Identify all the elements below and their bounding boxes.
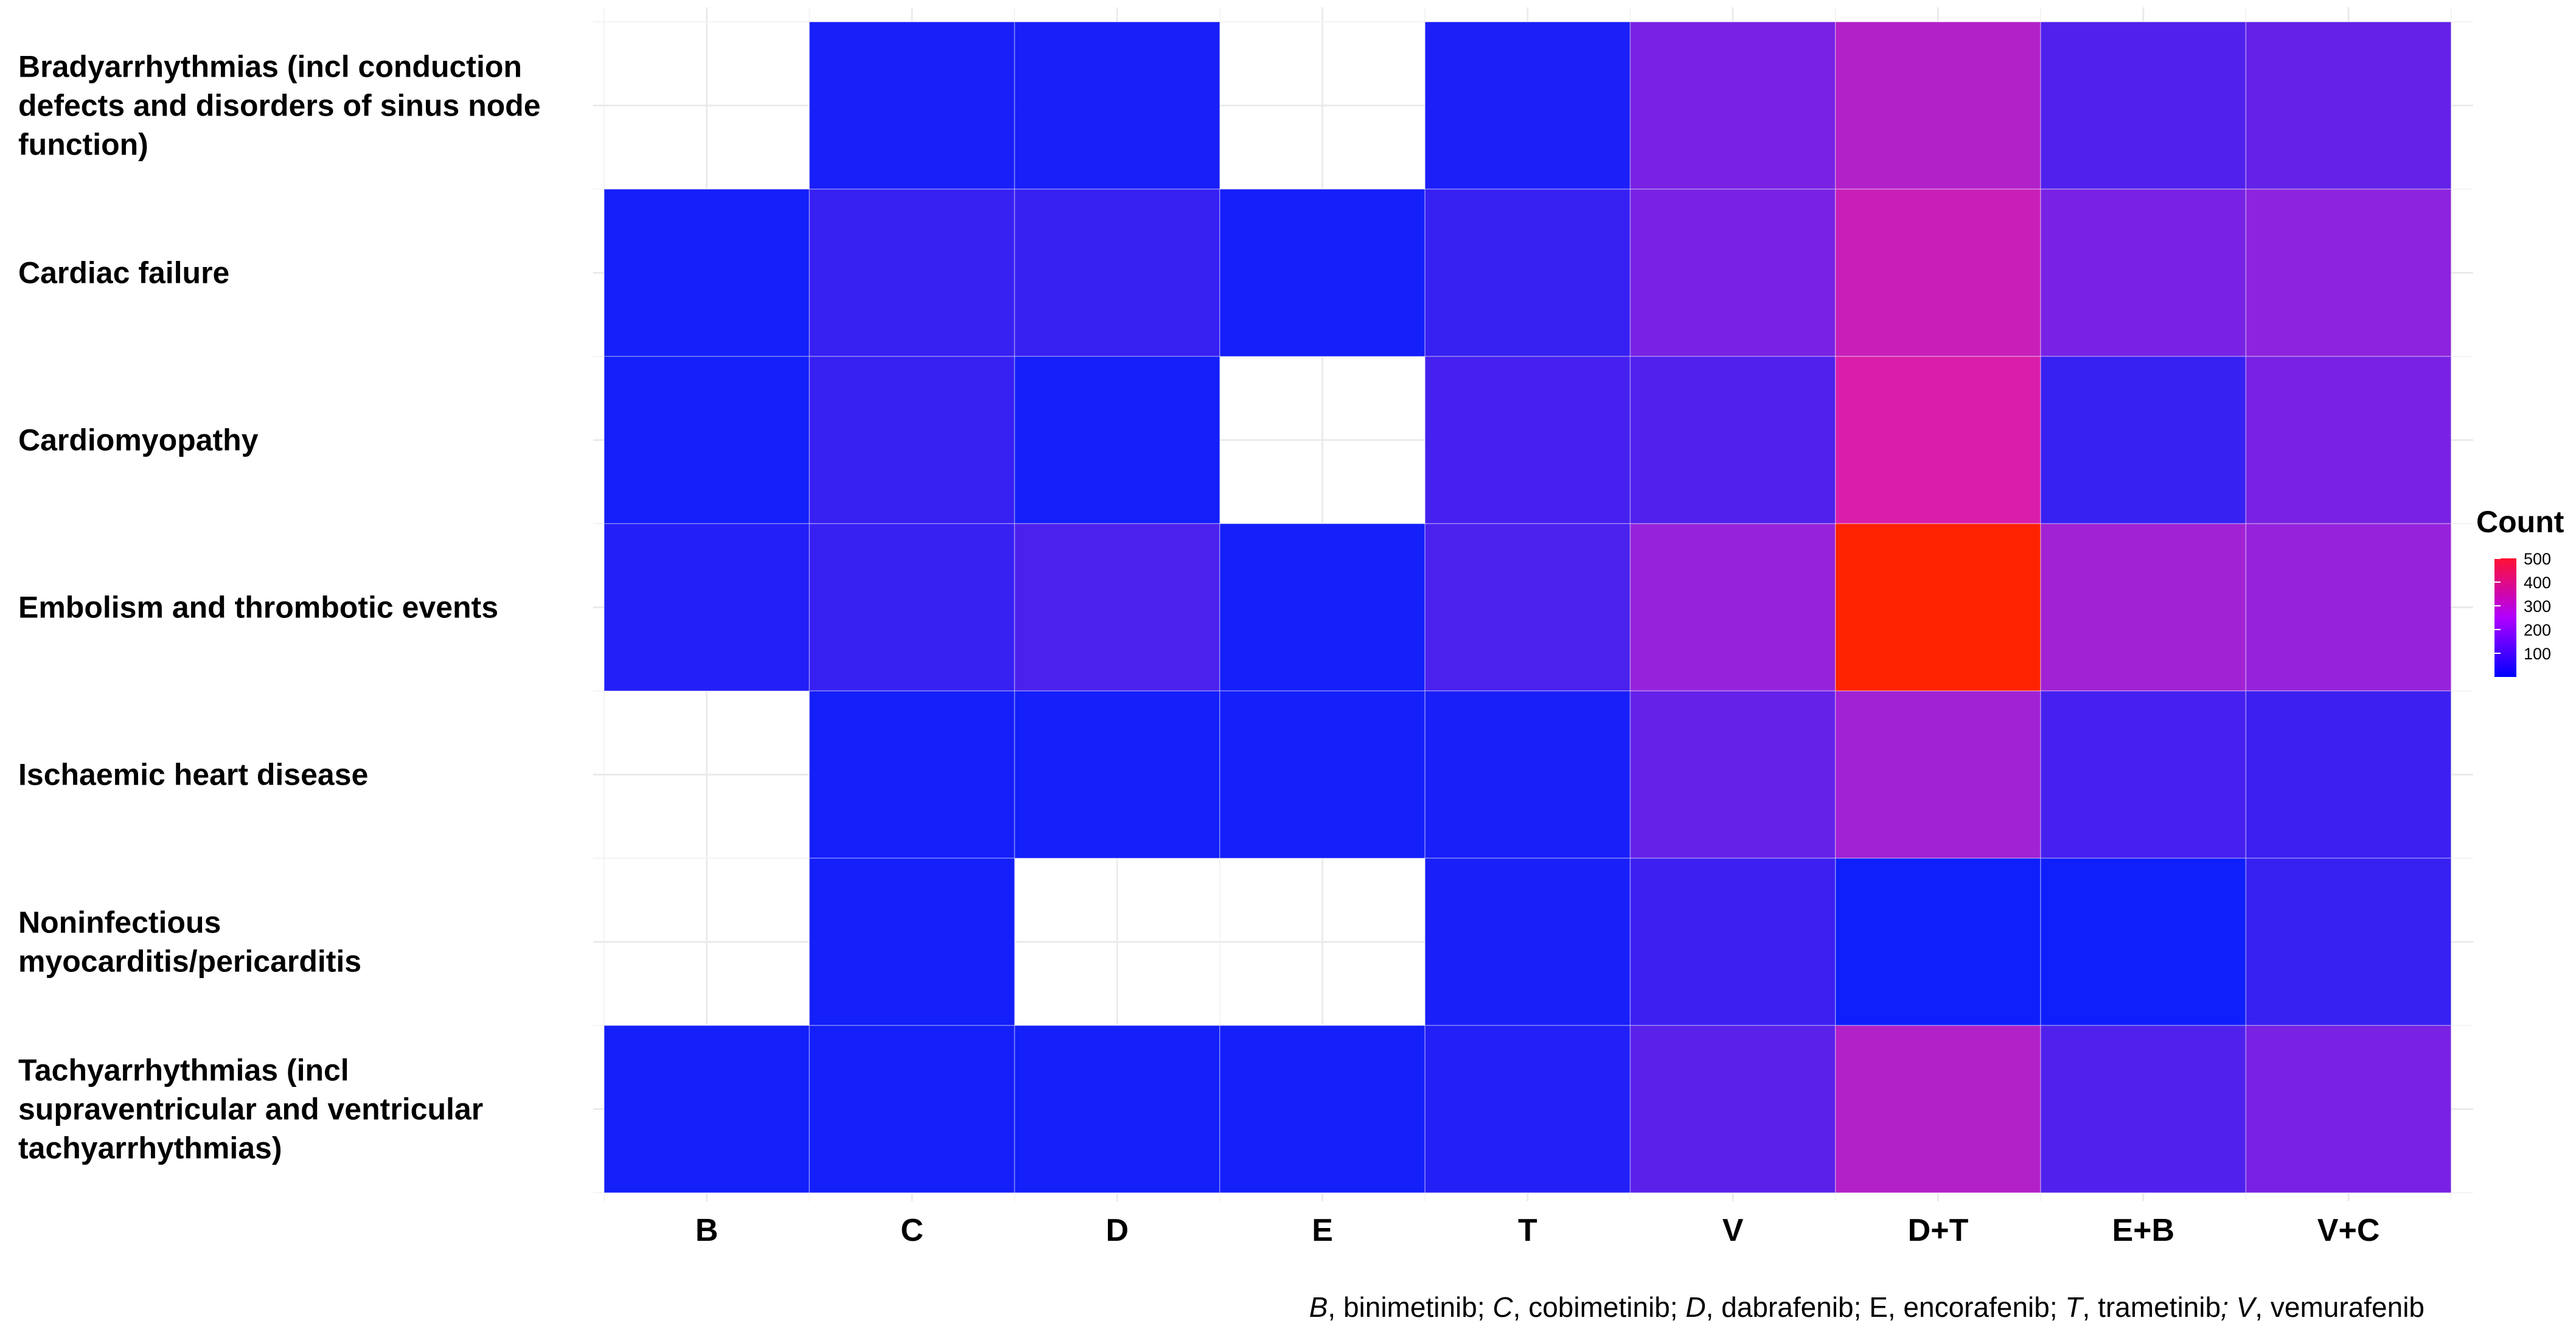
heatmap-cell [1835,356,2041,524]
heatmap-cell [1835,1025,2041,1193]
row-label: Embolism and thrombotic events [18,591,498,625]
column-label: E+B [2112,1213,2174,1248]
heatmap-cell [1014,356,1220,524]
heatmap-cell [809,523,1015,692]
legend-tick-label: 100 [2524,645,2551,663]
heatmap-cell [809,690,1015,859]
heatmap-cell [809,1025,1015,1193]
heatmap-cell [1835,21,2041,190]
heatmap-cell [1835,189,2041,357]
row-label: Ischaemic heart disease [18,758,368,792]
heatmap-cell [2245,1025,2452,1193]
heatmap-cell [2245,189,2452,357]
heatmap-cell [2245,523,2452,692]
heatmap-cell [1219,189,1426,357]
heatmap-cell [2040,21,2247,190]
heatmap-cell [2040,356,2247,524]
heatmap-cell [1629,1025,1836,1193]
heatmap-cell [2040,523,2247,692]
heatmap-cell [809,356,1015,524]
heatmap-cell [1629,523,1836,692]
heatmap-cell [1014,1025,1220,1193]
legend-ticks: 500 400 300 200 100 [2494,550,2551,663]
heatmap-cell [1424,858,1631,1026]
column-label: V [1722,1213,1744,1248]
heatmap-cell [1835,523,2041,692]
legend-tick-label: 500 [2524,550,2551,568]
legend: Count 500 400 300 200 100 [2476,505,2564,677]
heatmap-cell [1219,523,1426,692]
heatmap-cell [2245,690,2452,859]
row-label: Bradyarrhythmias (incl conduction defects… [18,50,541,162]
column-label: E [1312,1213,1333,1248]
heatmap-cell [2040,858,2247,1026]
heatmap-cell [1629,21,1836,190]
legend-tick-label: 400 [2524,574,2551,592]
heatmap-cell [2245,21,2452,190]
column-label: B [695,1213,719,1248]
heatmap-cell [2245,858,2452,1026]
heatmap-cell [809,189,1015,357]
heatmap-cell [1014,21,1220,190]
column-label: C [900,1213,924,1248]
column-label: D [1106,1213,1129,1248]
heatmap-cell [1424,690,1631,859]
heatmap-cell [1219,690,1426,859]
heatmap-cell [1629,356,1836,524]
footnote-caption: B, binimetinib; C, cobimetinib; D, dabra… [1309,1291,2425,1323]
heatmap-cell [1424,21,1631,190]
heatmap-cell [1014,523,1220,692]
heatmap-cell [1629,690,1836,859]
heatmap-cells [604,21,2452,1193]
row-label: Cardiac failure [18,256,229,290]
heatmap-cell [1835,858,2041,1026]
column-labels: B C D E T V D+T E+B V+C [695,1213,2379,1248]
heatmap-cell [1629,189,1836,357]
heatmap-cell [809,858,1015,1026]
heatmap-cell [2040,1025,2247,1193]
heatmap-cell [604,1025,810,1193]
row-labels: Bradyarrhythmias (incl conduction defects… [18,50,541,1165]
heatmap-cell [1629,858,1836,1026]
legend-tick-label: 200 [2524,621,2551,639]
heatmap-cell [1424,189,1631,357]
heatmap-cell [1219,1025,1426,1193]
heatmap-cell [2040,690,2247,859]
heatmap-cell [1424,1025,1631,1193]
row-label: Tachyarrhythmias (incl supraventricular a… [18,1053,483,1165]
column-label: V+C [2317,1213,2380,1248]
heatmap-cell [1014,690,1220,859]
legend-colorbar [2494,558,2516,677]
row-label: Noninfectious myocarditis/pericarditis [18,906,361,979]
heatmap-cell [604,189,810,357]
column-label: T [1518,1213,1537,1248]
heatmap-cell [2040,189,2247,357]
heatmap-cell [604,523,810,692]
heatmap-cell [604,356,810,524]
heatmap-cell [1424,523,1631,692]
column-label: D+T [1908,1213,1969,1248]
heatmap-cell [2245,356,2452,524]
legend-tick-label: 300 [2524,597,2551,616]
legend-title: Count [2476,505,2564,539]
heatmap-cell [1835,690,2041,859]
row-label: Cardiomyopathy [18,423,259,457]
heatmap-cell [1014,189,1220,357]
heatmap-cell [809,21,1015,190]
heatmap-cell [1424,356,1631,524]
